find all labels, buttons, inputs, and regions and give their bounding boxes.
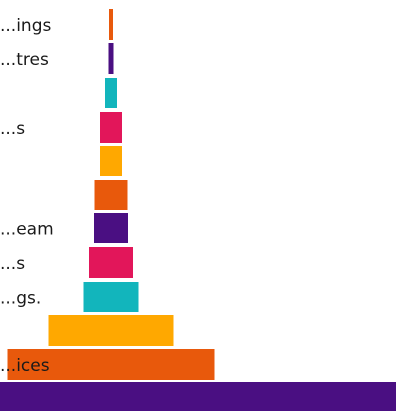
bar-8 [83, 282, 139, 312]
bar-3 [100, 112, 122, 143]
category-label-6: ...eam [0, 220, 54, 240]
category-label-10: ...ices [0, 356, 50, 376]
category-labels: ...ings ...tres ...s ...eam ...s ...gs. ...ice… [0, 16, 54, 376]
category-label-8: ...gs. [0, 289, 41, 309]
bar-6 [94, 213, 128, 243]
bar-9 [48, 315, 174, 346]
bar-0 [109, 9, 113, 40]
category-label-0: ...ings [0, 16, 52, 36]
bar-10 [7, 349, 215, 380]
category-label-3: ...s [0, 119, 25, 139]
category-label-1: ...tres [0, 50, 49, 70]
bars [7, 9, 215, 380]
footer-band [0, 382, 396, 411]
bar-4 [100, 146, 122, 176]
bar-1 [108, 43, 114, 74]
bar-7 [89, 247, 133, 278]
bar-5 [94, 180, 128, 210]
bar-2 [105, 78, 117, 108]
category-label-7: ...s [0, 254, 25, 274]
